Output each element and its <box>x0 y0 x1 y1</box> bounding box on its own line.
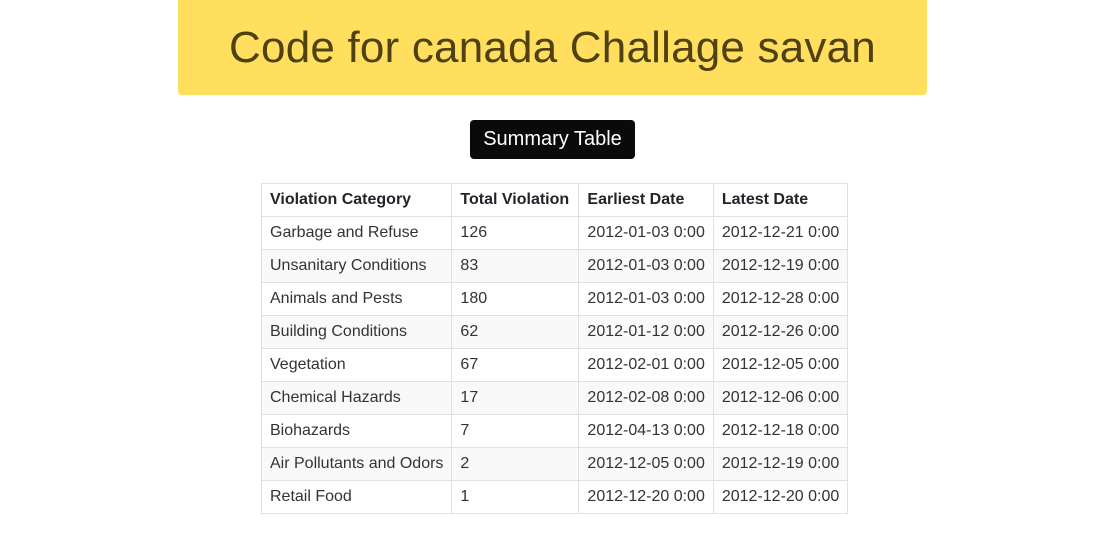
cell-total: 83 <box>451 249 580 283</box>
cell-latest-date: 2012-12-19 0:00 <box>712 447 849 481</box>
column-header-latest-date: Latest Date <box>712 183 849 217</box>
cell-total: 126 <box>451 216 580 250</box>
table-row: Building Conditions 62 2012-01-12 0:00 2… <box>260 315 849 349</box>
cell-earliest-date: 2012-04-13 0:00 <box>578 414 714 448</box>
column-header-total-violation: Total Violation <box>451 183 580 217</box>
cell-total: 7 <box>451 414 580 448</box>
cell-total: 17 <box>451 381 580 415</box>
page-title: Code for canada Challage savan <box>229 22 876 72</box>
cell-earliest-date: 2012-01-03 0:00 <box>578 249 714 283</box>
table-row: Air Pollutants and Odors 2 2012-12-05 0:… <box>260 447 849 481</box>
cell-earliest-date: 2012-02-01 0:00 <box>578 348 714 382</box>
cell-total: 180 <box>451 282 580 316</box>
table-row: Chemical Hazards 17 2012-02-08 0:00 2012… <box>260 381 849 415</box>
cell-category: Air Pollutants and Odors <box>260 447 453 481</box>
column-header-earliest-date: Earliest Date <box>578 183 714 217</box>
cell-total: 1 <box>451 480 580 514</box>
cell-category: Biohazards <box>260 414 453 448</box>
cell-category: Vegetation <box>260 348 453 382</box>
cell-category: Retail Food <box>260 480 453 514</box>
cell-earliest-date: 2012-12-05 0:00 <box>578 447 714 481</box>
cell-total: 67 <box>451 348 580 382</box>
cell-category: Garbage and Refuse <box>260 216 453 250</box>
cell-earliest-date: 2012-01-12 0:00 <box>578 315 714 349</box>
cell-earliest-date: 2012-01-03 0:00 <box>578 216 714 250</box>
cell-category: Chemical Hazards <box>260 381 453 415</box>
table-row: Unsanitary Conditions 83 2012-01-03 0:00… <box>260 249 849 283</box>
cell-latest-date: 2012-12-21 0:00 <box>712 216 849 250</box>
cell-total: 62 <box>451 315 580 349</box>
summary-table: Violation Category Total Violation Earli… <box>260 183 849 514</box>
cell-total: 2 <box>451 447 580 481</box>
summary-table-button[interactable]: Summary Table <box>470 120 635 159</box>
cell-category: Unsanitary Conditions <box>260 249 453 283</box>
table-row: Vegetation 67 2012-02-01 0:00 2012-12-05… <box>260 348 849 382</box>
cell-latest-date: 2012-12-26 0:00 <box>712 315 849 349</box>
table-row: Animals and Pests 180 2012-01-03 0:00 20… <box>260 282 849 316</box>
cell-latest-date: 2012-12-18 0:00 <box>712 414 849 448</box>
cell-latest-date: 2012-12-20 0:00 <box>712 480 849 514</box>
cell-earliest-date: 2012-01-03 0:00 <box>578 282 714 316</box>
cell-latest-date: 2012-12-06 0:00 <box>712 381 849 415</box>
table-header-row: Violation Category Total Violation Earli… <box>260 183 849 217</box>
cell-latest-date: 2012-12-28 0:00 <box>712 282 849 316</box>
cell-earliest-date: 2012-12-20 0:00 <box>578 480 714 514</box>
cell-category: Building Conditions <box>260 315 453 349</box>
header-banner: Code for canada Challage savan <box>178 0 927 95</box>
table-row: Biohazards 7 2012-04-13 0:00 2012-12-18 … <box>260 414 849 448</box>
cell-category: Animals and Pests <box>260 282 453 316</box>
table-row: Retail Food 1 2012-12-20 0:00 2012-12-20… <box>260 480 849 514</box>
cell-latest-date: 2012-12-19 0:00 <box>712 249 849 283</box>
cell-earliest-date: 2012-02-08 0:00 <box>578 381 714 415</box>
cell-latest-date: 2012-12-05 0:00 <box>712 348 849 382</box>
table-row: Garbage and Refuse 126 2012-01-03 0:00 2… <box>260 216 849 250</box>
column-header-violation-category: Violation Category <box>260 183 453 217</box>
